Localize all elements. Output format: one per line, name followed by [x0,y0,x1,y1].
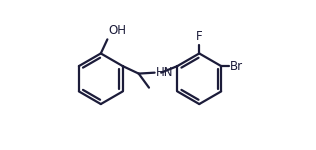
Text: OH: OH [108,24,126,38]
Text: HN: HN [155,66,173,79]
Text: Br: Br [230,60,243,73]
Text: F: F [196,30,203,43]
